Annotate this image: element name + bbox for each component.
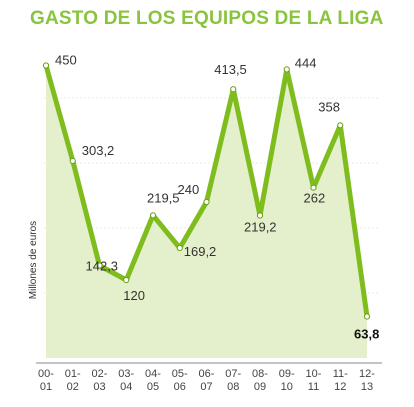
data-point bbox=[123, 276, 130, 284]
x-tick-label: 01- bbox=[65, 368, 81, 380]
x-tick-label: 08 bbox=[227, 381, 239, 393]
data-point bbox=[69, 157, 76, 165]
x-tick-label: 13 bbox=[361, 381, 373, 393]
x-tick-label: 01 bbox=[40, 381, 52, 393]
data-point bbox=[283, 66, 290, 73]
data-label: 63,8 bbox=[354, 327, 379, 342]
data-label: 219,2 bbox=[244, 220, 277, 235]
x-tick-labels: 00-0101-0202-0303-0404-0505-0606-0707-08… bbox=[38, 368, 375, 393]
data-label: 219,5 bbox=[147, 190, 180, 205]
x-tick-label: 05- bbox=[172, 368, 188, 380]
x-tick-label: 05 bbox=[147, 381, 159, 393]
data-point bbox=[337, 122, 344, 129]
data-points bbox=[42, 62, 371, 320]
data-labels: 450 303,2 142,3 120 219,5 169,2 240 413,5 219,2 4… bbox=[55, 53, 379, 342]
data-point bbox=[42, 62, 50, 69]
x-tick-label: 07- bbox=[225, 368, 241, 380]
data-label: 262 bbox=[304, 191, 326, 206]
data-point bbox=[96, 262, 103, 269]
y-axis-label: Millones de euros bbox=[28, 221, 39, 299]
data-point bbox=[363, 313, 371, 320]
x-tick-label: 10 bbox=[281, 381, 293, 393]
chart-title: GASTO DE LOS EQUIPOS DE LA LIGA bbox=[30, 8, 384, 29]
x-tick-label: 02- bbox=[92, 368, 108, 380]
x-tick-label: 02 bbox=[67, 381, 79, 393]
data-label: 444 bbox=[295, 55, 317, 70]
area-fill bbox=[46, 65, 367, 358]
data-point bbox=[149, 212, 157, 219]
data-label: 450 bbox=[55, 53, 77, 68]
x-tick-label: 00- bbox=[38, 368, 54, 380]
x-tick-label: 12 bbox=[334, 381, 346, 393]
data-label: 303,2 bbox=[82, 143, 115, 158]
x-tick-label: 11 bbox=[308, 381, 319, 393]
x-tick-label: 03 bbox=[93, 381, 105, 393]
data-label: 120 bbox=[123, 288, 145, 303]
x-tick-label: 04 bbox=[120, 381, 132, 393]
x-tick-label: 11- bbox=[333, 368, 348, 380]
x-tick-label: 04- bbox=[145, 368, 161, 380]
x-tick-label: 12- bbox=[359, 368, 375, 380]
data-point bbox=[230, 86, 237, 93]
x-tick-label: 07 bbox=[200, 381, 212, 393]
data-label: 358 bbox=[318, 99, 340, 114]
data-label: 413,5 bbox=[214, 62, 247, 77]
x-tick-label: 10- bbox=[306, 368, 322, 380]
x-tick-label: 06- bbox=[199, 368, 215, 380]
x-tick-label: 09 bbox=[254, 381, 266, 393]
x-tick-label: 08- bbox=[252, 368, 268, 380]
data-label: 142,3 bbox=[86, 259, 119, 274]
x-tick-label: 06 bbox=[174, 381, 186, 393]
data-point bbox=[310, 184, 317, 191]
data-label: 169,2 bbox=[184, 244, 217, 259]
data-label: 240 bbox=[178, 182, 200, 197]
x-tick-label: 03- bbox=[118, 368, 134, 380]
data-point bbox=[256, 212, 264, 219]
data-point bbox=[203, 198, 210, 206]
x-tick-label: 09- bbox=[279, 368, 295, 380]
data-point bbox=[176, 244, 183, 252]
